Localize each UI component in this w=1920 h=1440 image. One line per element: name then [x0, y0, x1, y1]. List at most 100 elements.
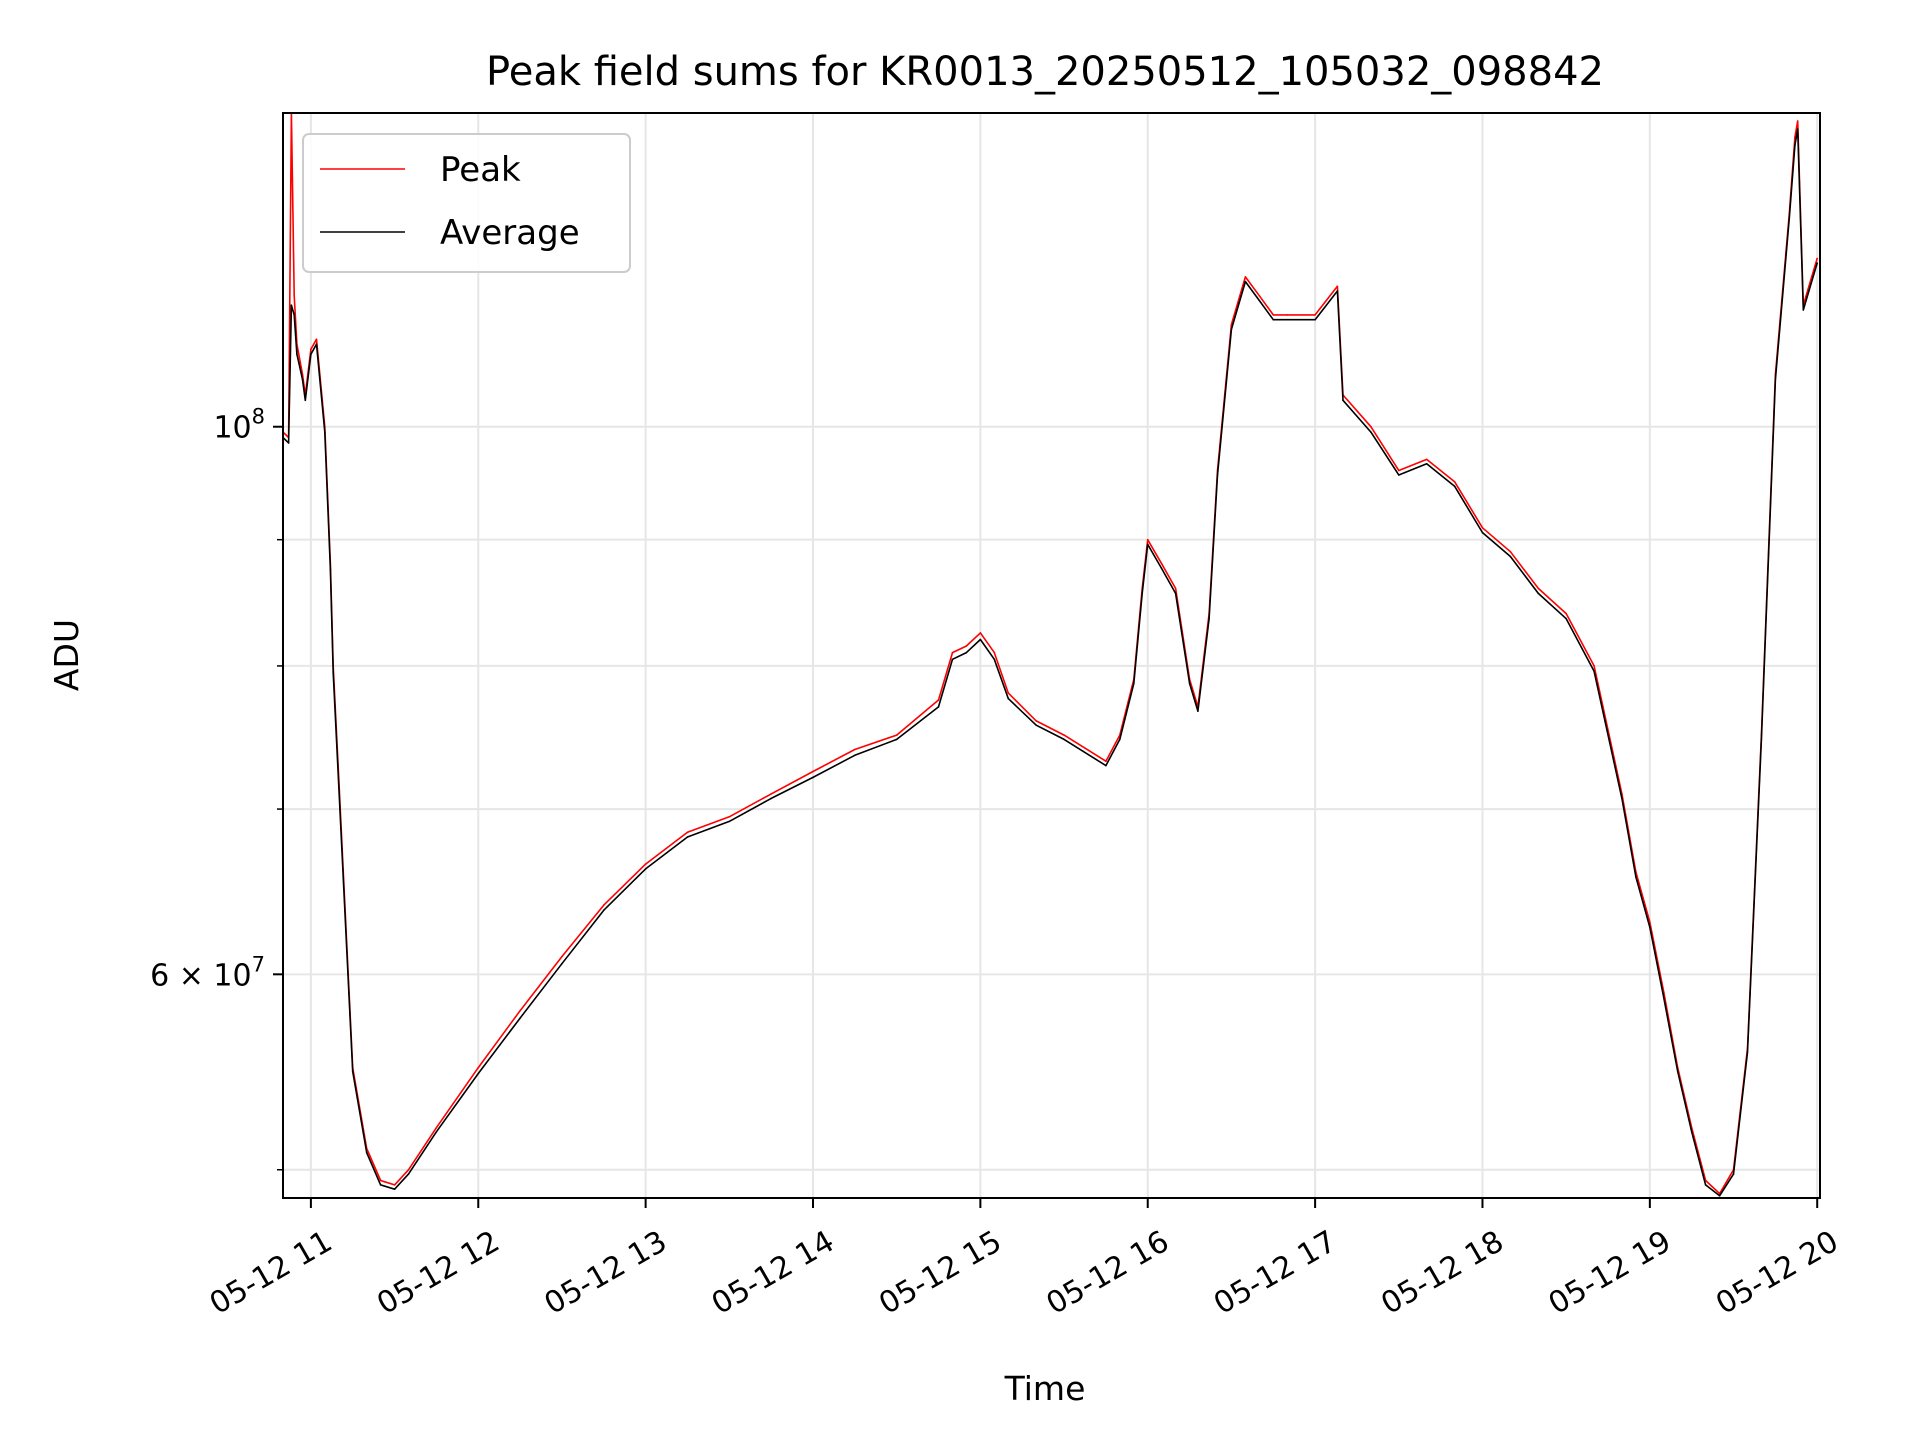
- data-point-average: [1188, 682, 1191, 685]
- legend-peak-label: Peak: [440, 150, 521, 190]
- data-point-average: [1174, 592, 1177, 595]
- data-point-average: [812, 776, 814, 779]
- data-point-peak: [561, 955, 563, 958]
- data-point-average: [1258, 299, 1261, 302]
- data-point-peak: [1796, 120, 1799, 122]
- data-point-peak: [1174, 587, 1177, 590]
- data-point-peak: [477, 1066, 480, 1069]
- data-point-peak: [1649, 921, 1651, 923]
- data-point-peak: [979, 632, 982, 634]
- data-point-peak: [1425, 458, 1428, 461]
- data-point-peak: [1398, 469, 1400, 472]
- data-point-average: [338, 785, 340, 788]
- data-point-average: [1035, 724, 1037, 726]
- data-point-average: [1208, 617, 1210, 620]
- data-point-average: [1774, 378, 1777, 381]
- data-point-average: [1537, 592, 1540, 595]
- data-point-average: [324, 431, 326, 433]
- data-point-average: [315, 343, 318, 346]
- data-point-average: [293, 314, 296, 316]
- data-point-peak: [728, 816, 731, 818]
- data-point-average: [290, 304, 293, 307]
- data-point-peak: [937, 699, 940, 701]
- x-axis-label: Time: [1004, 1369, 1086, 1408]
- y-tick-label: 6 × 107: [150, 952, 265, 993]
- data-point-average: [1796, 128, 1799, 130]
- data-point-average: [979, 638, 982, 641]
- data-point-average: [1481, 531, 1484, 534]
- y-axis-label: ADU: [47, 619, 86, 691]
- data-point-average: [965, 651, 968, 654]
- data-point-average: [644, 868, 647, 870]
- data-point-average: [1342, 399, 1344, 402]
- data-point-peak: [1160, 563, 1163, 565]
- data-point-peak: [895, 734, 898, 736]
- data-point-peak: [407, 1169, 410, 1171]
- data-point-peak: [1453, 480, 1456, 483]
- data-point-peak: [310, 348, 312, 351]
- data-point-average: [1146, 543, 1149, 546]
- data-point-average: [1119, 738, 1121, 741]
- data-point-peak: [1286, 314, 1288, 316]
- data-point-average: [1816, 262, 1818, 264]
- data-point-average: [365, 1151, 368, 1154]
- data-point-peak: [1537, 587, 1540, 590]
- legend: Peak Average: [302, 133, 631, 273]
- data-point-average: [519, 1017, 521, 1019]
- data-point-average: [332, 671, 335, 674]
- y-tick-label: 108: [213, 405, 265, 446]
- data-point-peak: [854, 748, 856, 751]
- data-point-peak: [1244, 276, 1247, 278]
- data-point-average: [351, 1070, 354, 1073]
- data-point-average: [1272, 318, 1275, 321]
- data-point-peak: [315, 338, 318, 341]
- data-point-average: [951, 658, 954, 661]
- data-point-average: [728, 820, 731, 823]
- data-point-average: [561, 962, 563, 965]
- data-point-average: [1336, 290, 1339, 292]
- data-point-peak: [686, 831, 689, 834]
- data-point-average: [1621, 797, 1623, 800]
- data-point-peak: [1509, 550, 1512, 553]
- data-point-average: [854, 754, 856, 757]
- data-point-average: [1063, 738, 1065, 741]
- data-point-peak: [1794, 136, 1796, 139]
- data-point-peak: [812, 770, 814, 773]
- data-point-peak: [1816, 257, 1818, 260]
- data-point-average: [1453, 485, 1456, 488]
- data-point-peak: [603, 904, 605, 906]
- data-point-average: [1732, 1173, 1735, 1175]
- data-point-average: [1230, 328, 1233, 331]
- data-point-peak: [1146, 538, 1149, 541]
- data-point-average: [1704, 1184, 1707, 1186]
- series-layer: [282, 112, 1818, 1197]
- data-point-peak: [1007, 692, 1010, 694]
- data-point-average: [1244, 280, 1247, 283]
- data-point-peak: [1063, 734, 1065, 736]
- data-point-average: [1593, 670, 1595, 673]
- data-point-peak: [393, 1184, 396, 1186]
- data-point-average: [1565, 617, 1567, 620]
- data-point-average: [310, 353, 312, 356]
- data-point-peak: [519, 1009, 521, 1012]
- data-point-peak: [1481, 527, 1484, 529]
- data-point-average: [1788, 217, 1791, 219]
- data-point-peak: [644, 863, 647, 865]
- data-point-average: [1690, 1131, 1693, 1133]
- data-point-peak: [1565, 612, 1567, 615]
- data-point-average: [1314, 318, 1316, 321]
- data-point-average: [1425, 463, 1428, 465]
- data-point-average: [1133, 682, 1135, 685]
- data-point-average: [1760, 738, 1763, 741]
- data-point-average: [993, 658, 996, 661]
- data-point-average: [1718, 1195, 1721, 1197]
- data-point-average: [1216, 474, 1219, 476]
- legend-average-label: Average: [440, 213, 580, 253]
- y-axis: 108 6 × 107: [150, 405, 283, 1171]
- data-point-average: [1286, 318, 1288, 321]
- data-point-average: [1649, 926, 1651, 928]
- data-point-average: [304, 399, 307, 402]
- data-point-average: [477, 1072, 480, 1075]
